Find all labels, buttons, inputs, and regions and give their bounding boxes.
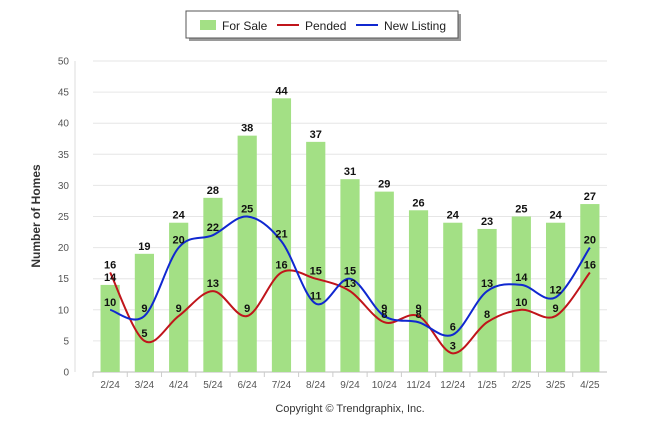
y-tick-label: 10	[58, 305, 70, 316]
data-label-for-sale: 24	[173, 210, 186, 222]
x-tick-label: 1/25	[477, 380, 497, 391]
data-label-for-sale: 26	[412, 197, 424, 209]
data-label-new-listing: 11	[310, 291, 322, 303]
data-label-new-listing: 22	[207, 222, 219, 234]
y-tick-label: 50	[58, 57, 70, 68]
x-tick-label: 8/24	[306, 380, 326, 391]
y-tick-label: 0	[63, 368, 69, 379]
x-tick-label: 5/24	[203, 380, 223, 391]
data-label-new-listing: 14	[515, 272, 528, 284]
data-label-pended: 9	[176, 303, 182, 315]
x-tick-label: 7/24	[272, 380, 292, 391]
bar-for-sale	[340, 179, 360, 372]
data-label-for-sale: 31	[344, 166, 356, 178]
data-label-pended: 9	[553, 303, 559, 315]
x-tick-label: 12/24	[440, 380, 465, 391]
legend-box	[185, 10, 459, 39]
data-label-pended: 8	[381, 309, 387, 321]
line-pended	[109, 269, 591, 355]
data-label-new-listing: 20	[584, 235, 596, 247]
data-label-pended: 13	[344, 278, 356, 290]
legend-label-pended: Pended	[305, 19, 346, 33]
x-tick-label: 6/24	[237, 380, 257, 391]
x-tick-label: 2/25	[512, 380, 532, 391]
x-tick-label: 2/24	[100, 380, 120, 391]
data-label-pended: 16	[584, 259, 596, 271]
data-label-for-sale: 28	[207, 185, 219, 197]
data-label-pended: 3	[450, 340, 456, 352]
data-label-new-listing: 9	[141, 303, 147, 315]
bar-for-sale	[580, 204, 600, 372]
x-tick-label: 10/24	[372, 380, 397, 391]
x-tick-label: 4/25	[580, 380, 600, 391]
bar-for-sale	[477, 228, 497, 372]
data-label-pended: 10	[515, 297, 527, 309]
data-label-for-sale: 19	[138, 241, 150, 253]
copyright-text: Copyright © Trendgraphix, Inc.	[275, 403, 424, 415]
data-label-pended: 9	[415, 303, 421, 315]
data-label-new-listing: 8	[415, 309, 421, 321]
legend: For Sale Pended New Listing	[185, 10, 461, 41]
data-label-new-listing: 21	[275, 228, 287, 240]
data-label-for-sale: 27	[584, 191, 596, 203]
data-label-pended: 8	[484, 309, 490, 321]
data-label-pended: 16	[275, 259, 287, 271]
bar-for-sale	[408, 210, 429, 372]
bar-for-sale	[237, 135, 257, 372]
x-tick-label: 9/24	[340, 380, 360, 391]
data-label-pended: 9	[244, 303, 250, 315]
bar-for-sale	[169, 222, 189, 372]
data-label-for-sale: 37	[310, 129, 322, 141]
data-label-new-listing: 6	[450, 322, 456, 334]
data-label-for-sale: 44	[275, 85, 288, 97]
bar-for-sale	[203, 197, 223, 372]
line-new-listing	[109, 215, 591, 337]
data-label-new-listing: 15	[344, 266, 356, 278]
y-tick-label: 40	[58, 119, 70, 130]
data-label-pended: 13	[207, 278, 219, 290]
data-label-for-sale: 24	[447, 210, 460, 222]
data-label-pended: 5	[141, 328, 147, 340]
x-tick-label: 3/24	[135, 380, 155, 391]
data-label-for-sale: 23	[481, 216, 493, 228]
data-label-new-listing: 10	[104, 297, 116, 309]
y-axis-title: Number of Homes	[29, 164, 43, 268]
y-tick-label: 30	[58, 181, 70, 192]
data-label-new-listing: 9	[381, 303, 387, 315]
bar-for-sale	[374, 191, 394, 372]
data-label-new-listing: 25	[241, 204, 253, 216]
bar-for-sale	[443, 222, 463, 372]
y-tick-label: 20	[58, 243, 70, 254]
y-tick-label: 15	[58, 274, 70, 285]
y-tick-label: 35	[58, 150, 70, 161]
y-tick-label: 5	[63, 336, 69, 347]
x-tick-label: 11/24	[406, 380, 431, 391]
bar-for-sale	[511, 216, 531, 372]
bar-for-sale	[306, 141, 326, 372]
data-label-for-sale: 29	[378, 179, 390, 191]
bar-for-sale	[271, 98, 292, 372]
data-label-new-listing: 12	[549, 284, 561, 296]
legend-label-for-sale: For Sale	[222, 19, 268, 33]
data-label-new-listing: 13	[481, 278, 493, 290]
x-tick-label: 3/25	[546, 380, 566, 391]
data-label-for-sale: 38	[241, 123, 253, 135]
legend-swatch-for-sale	[200, 20, 216, 30]
data-label-pended: 15	[310, 266, 322, 278]
data-label-for-sale: 24	[549, 210, 562, 222]
y-tick-label: 45	[58, 88, 70, 99]
y-tick-label: 25	[58, 212, 70, 223]
legend-label-new-listing: New Listing	[384, 19, 446, 33]
x-tick-label: 4/24	[169, 380, 189, 391]
data-label-for-sale: 14	[104, 272, 117, 284]
bar-for-sale	[100, 284, 120, 372]
data-label-pended: 16	[104, 259, 116, 271]
data-label-for-sale: 25	[515, 204, 527, 216]
data-label-new-listing: 20	[173, 235, 185, 247]
